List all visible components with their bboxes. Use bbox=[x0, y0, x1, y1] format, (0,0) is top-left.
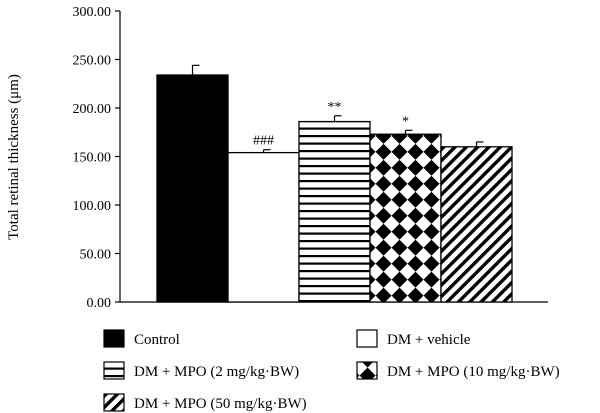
bar-2 bbox=[227, 151, 300, 303]
y-axis-label: Total retinal thickness (μm) bbox=[6, 74, 22, 240]
bar-1 bbox=[156, 74, 229, 303]
y-tick-label: 250.00 bbox=[73, 54, 112, 69]
significance-label: * bbox=[402, 114, 409, 129]
y-tick-label: 200.00 bbox=[73, 102, 112, 117]
legend-label: DM + MPO (10 mg/kg·BW) bbox=[387, 364, 560, 380]
y-tick-label: 0.00 bbox=[87, 296, 112, 311]
legend: Control DM + vehicle DM + MPO (2 mg/kg·BW)… bbox=[103, 329, 560, 412]
y-tick-label: 100.00 bbox=[73, 199, 112, 214]
legend-swatch bbox=[103, 361, 125, 380]
legend-swatch bbox=[356, 329, 378, 348]
legend-swatch bbox=[103, 393, 125, 412]
legend-label: DM + MPO (50 mg/kg·BW) bbox=[134, 396, 307, 412]
bar-4 bbox=[369, 133, 442, 303]
legend-label: DM + vehicle bbox=[387, 332, 471, 348]
significance-label: ** bbox=[328, 100, 342, 115]
y-tick-label: 150.00 bbox=[73, 151, 112, 166]
y-tick-label: 300.00 bbox=[73, 5, 112, 20]
bar-5 bbox=[440, 146, 513, 303]
legend-swatch bbox=[103, 329, 125, 348]
legend-swatch bbox=[356, 361, 378, 380]
legend-label: DM + MPO (2 mg/kg·BW) bbox=[134, 364, 299, 380]
y-tick-label: 50.00 bbox=[80, 248, 112, 263]
significance-label: ### bbox=[253, 134, 274, 149]
bars: ###*** bbox=[156, 64, 513, 303]
bar-3 bbox=[298, 120, 371, 303]
legend-label: Control bbox=[134, 332, 180, 348]
